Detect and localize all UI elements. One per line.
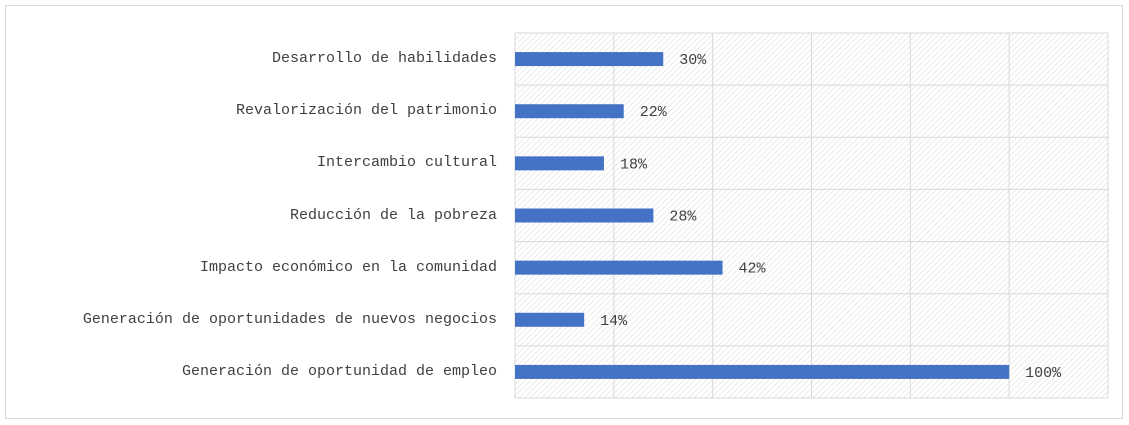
y-tick-label: Reducción de la pobreza [289, 206, 497, 224]
y-tick-label: Generación de oportunidad de empleo [181, 362, 497, 380]
data-label: 22% [640, 104, 668, 121]
data-label: 18% [620, 156, 648, 173]
bar [515, 260, 723, 275]
y-tick-label: Generación de oportunidades de nuevos ne… [82, 310, 497, 328]
bar [515, 208, 654, 223]
y-tick-label: Revalorización del patrimonio [235, 102, 497, 120]
y-tick-label: Impacto económico en la comunidad [199, 258, 497, 276]
bar [515, 52, 664, 67]
data-label: 100% [1025, 365, 1062, 382]
bar [515, 364, 1010, 379]
bar [515, 156, 604, 171]
data-label: 14% [600, 313, 628, 330]
bar [515, 312, 585, 327]
data-label: 42% [739, 261, 767, 278]
data-label: 30% [679, 52, 707, 69]
y-tick-label: Desarrollo de habilidades [271, 50, 497, 68]
data-label: 28% [669, 208, 697, 225]
bar [515, 104, 624, 119]
y-tick-label: Intercambio cultural [316, 154, 497, 172]
